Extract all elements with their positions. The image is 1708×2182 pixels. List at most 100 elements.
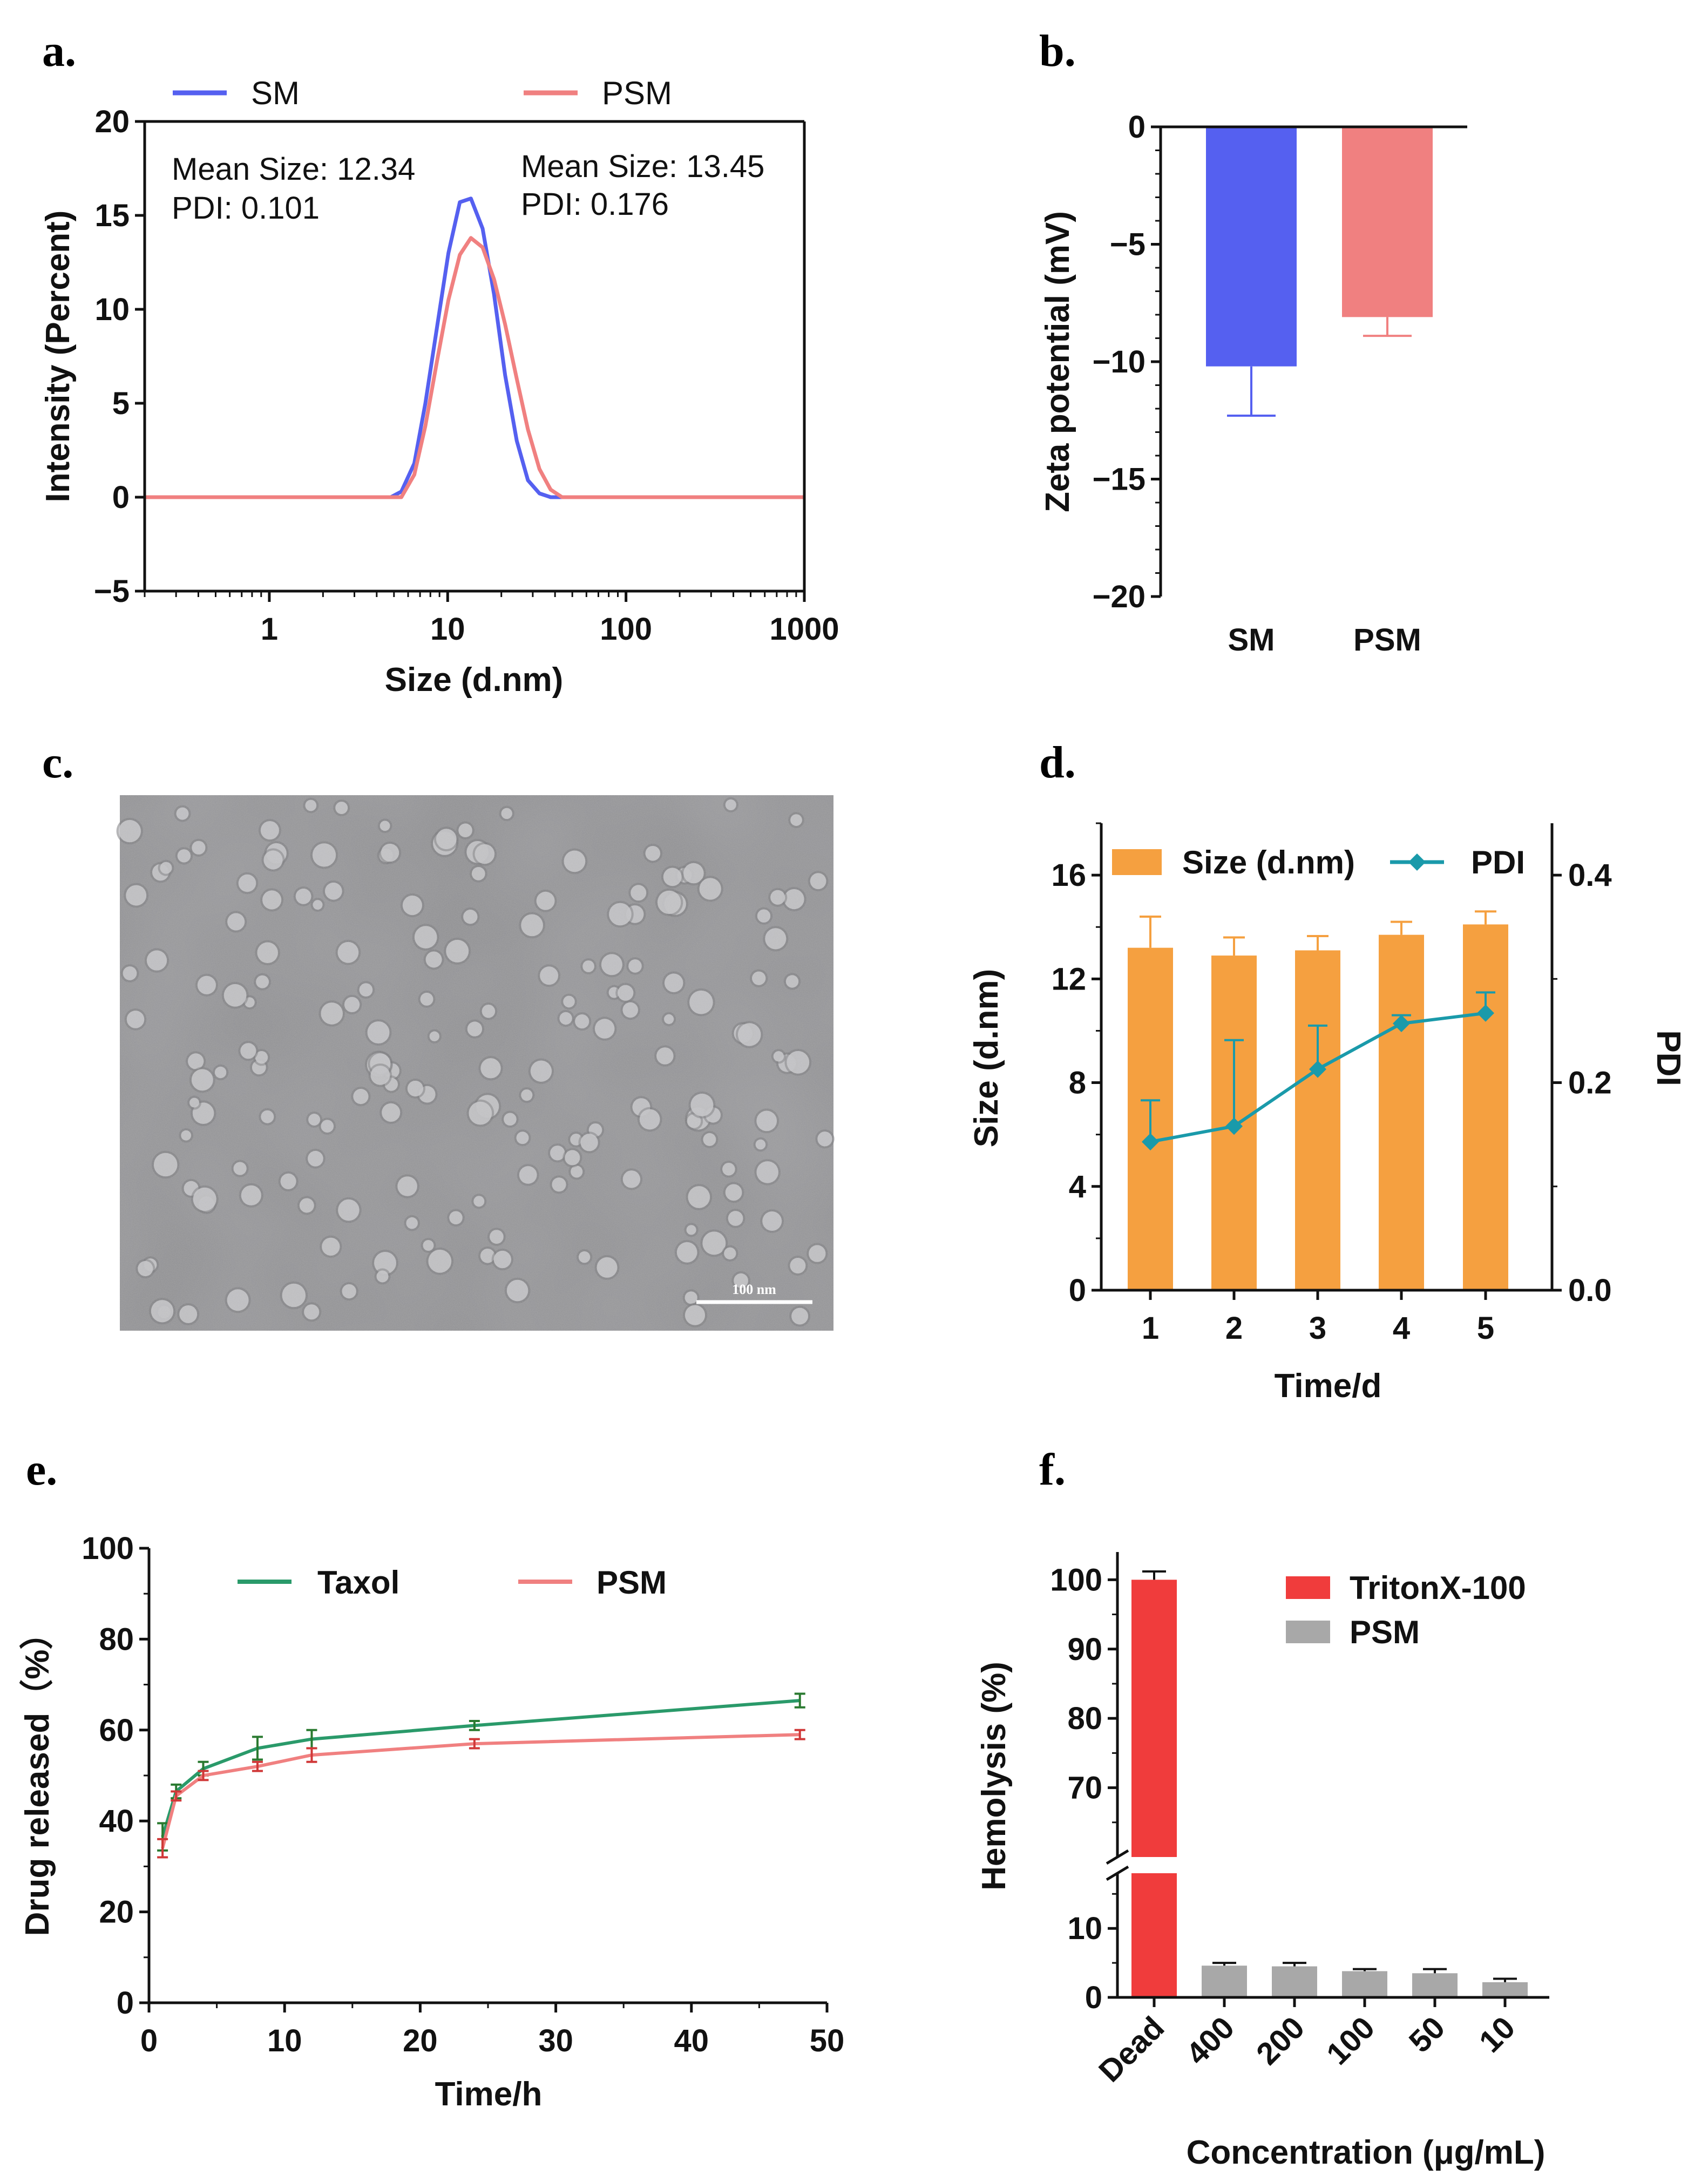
axis-break-mark-lower (1106, 1865, 1129, 1881)
x-axis-labels-f: Dead 400 200 100 50 10 (1092, 1997, 1522, 2089)
x-tick-label-f: 400 (1180, 2010, 1241, 2071)
legend-label-taxol: Taxol (317, 1564, 399, 1601)
y-axis-title-f: Hemolysis (%) (975, 1662, 1013, 1890)
pdi-point-day-4 (1393, 1014, 1410, 1032)
x-tick-label-f: 200 (1250, 2010, 1311, 2071)
legend-a: SM PSM (173, 75, 672, 111)
x-tick-label-d: 2 (1225, 1311, 1243, 1346)
bars-d (1128, 910, 1508, 1290)
y2-axis-ticks-d: 0.0 0.2 0.4 (1552, 858, 1612, 1308)
bar-dead-lower-segment (1131, 1873, 1177, 1997)
y-axis-ticks-b: −20 −15 −10 −5 0 (1093, 110, 1161, 614)
y-tick-label-a: −5 (94, 574, 130, 609)
annotation-sm-mean-size: Mean Size: 12.34 (172, 152, 415, 187)
legend-label-psm-e: PSM (597, 1564, 667, 1601)
y-tick-label-a: 15 (94, 198, 130, 233)
bars-f (1131, 1570, 1528, 1997)
x-tick-label-f: 50 (1402, 2010, 1452, 2059)
legend-swatch-pdi-marker (1408, 853, 1426, 871)
bar-dead-upper-segment (1131, 1580, 1177, 1857)
annotations-a: Mean Size: 12.34 PDI: 0.101 Mean Size: 1… (172, 149, 764, 226)
y-tick-label-e: 20 (99, 1895, 134, 1930)
panel-e: e. Taxol PSM 0 20 40 60 80 100 0 10 20 30 40 50 Ti… (18, 1445, 844, 2113)
legend-swatch-size (1112, 849, 1162, 875)
tem-micrograph: 100 nm (116, 795, 835, 1331)
y-tick-label-f: 100 (1050, 1562, 1102, 1597)
legend-swatch-triton (1286, 1576, 1330, 1599)
y-tick-label-b: 0 (1128, 110, 1146, 145)
y-tick-label-e: 60 (99, 1713, 134, 1748)
pdi-line-d (1141, 991, 1495, 1151)
x-tick-label-d: 5 (1477, 1311, 1494, 1346)
panel-label-a: a. (42, 26, 76, 76)
x-tick-label-f: 100 (1320, 2010, 1381, 2071)
bar-psm-100 (1342, 1971, 1387, 1997)
x-tick-label-e: 0 (140, 2023, 158, 2058)
panel-c: c. 100 nm (42, 737, 835, 1331)
series-a (145, 196, 804, 499)
x-axis-ticks-d: 1 2 3 4 5 (1142, 1290, 1494, 1346)
x-tick-label-b: SM (1228, 622, 1275, 658)
bar-psm-10 (1482, 1982, 1528, 1997)
legend-d: Size (d.nm) PDI (1112, 844, 1525, 880)
panel-label-b: b. (1039, 26, 1076, 76)
y-tick-label-a: 20 (94, 104, 130, 139)
pdi-point-day-3 (1309, 1060, 1326, 1078)
bar-sm (1206, 127, 1297, 367)
panel-b: b. −20 −15 −10 −5 0 SM PSM Zeta potential (mV… (1039, 26, 1467, 658)
y-tick-label-d: 12 (1051, 961, 1086, 997)
x-tick-label-e: 30 (538, 2023, 573, 2058)
legend-label-psm: PSM (602, 75, 672, 111)
legend-label-triton: TritonX-100 (1350, 1570, 1526, 1606)
legend-swatch-psm-f (1286, 1621, 1330, 1643)
x-tick-label-e: 20 (403, 2023, 438, 2058)
y-axis-title-b: Zeta potential (mV) (1039, 211, 1076, 512)
panel-label-c: c. (42, 737, 73, 788)
x-tick-label-d: 3 (1309, 1311, 1326, 1346)
y-tick-label-f: 90 (1067, 1632, 1102, 1667)
y-tick-label-b: −5 (1110, 227, 1146, 262)
x-axis-labels-b: SM PSM (1228, 622, 1421, 658)
x-axis-title-f: Concentration (μg/mL) (1187, 2134, 1546, 2171)
y-tick-label-d: 16 (1051, 858, 1086, 893)
y-tick-label-e: 0 (117, 1986, 134, 2021)
micrograph-grain (120, 795, 833, 1331)
panel-label-e: e. (26, 1445, 57, 1495)
annotation-psm-pdi: PDI: 0.176 (521, 187, 669, 222)
x-tick-label-e: 40 (674, 2023, 709, 2058)
y-tick-label-d: 8 (1069, 1066, 1086, 1101)
y-axis-ticks-a: −5 0 5 10 15 20 (94, 104, 145, 609)
y-axis-title-d: Size (d.nm) (968, 969, 1005, 1148)
bars-b (1206, 127, 1433, 417)
legend-f: TritonX-100 PSM (1286, 1570, 1526, 1650)
y-tick-label-a: 5 (112, 386, 130, 421)
x-axis-ticks-a: 1 10 100 1000 (144, 591, 839, 647)
y-axis-ticks-e: 0 20 40 60 80 100 (82, 1531, 149, 2021)
annotation-psm-mean-size: Mean Size: 13.45 (521, 149, 764, 184)
legend-label-sm: SM (251, 75, 300, 111)
pdi-point-day-5 (1477, 1004, 1494, 1022)
y-tick-label-f: 0 (1085, 1980, 1102, 2015)
y-tick-label-f: 70 (1067, 1771, 1102, 1806)
x-tick-label-a: 1 (261, 612, 278, 647)
legend-label-pdi: PDI (1471, 844, 1525, 880)
y-tick-label-b: −20 (1093, 579, 1146, 614)
annotation-sm-pdi: PDI: 0.101 (172, 191, 320, 226)
series-line-sm (145, 196, 804, 499)
series-line-psm (145, 236, 804, 499)
series-e (157, 1692, 805, 1859)
pdi-point-day-2 (1225, 1117, 1243, 1135)
size-bar-day-3 (1295, 950, 1340, 1290)
y2-tick-label-d: 0.0 (1568, 1273, 1612, 1308)
y2-tick-label-d: 0.2 (1568, 1066, 1612, 1101)
x-axis-title-e: Time/h (435, 2076, 543, 2113)
y-tick-label-a: 0 (112, 480, 130, 515)
x-tick-label-b: PSM (1353, 622, 1421, 658)
y-tick-label-a: 10 (94, 292, 130, 327)
legend-label-psm-f: PSM (1350, 1614, 1420, 1650)
axis-break-mark-upper (1106, 1849, 1129, 1865)
y-axis-ticks-d: 0 4 8 12 16 (1051, 822, 1101, 1308)
y-tick-label-e: 80 (99, 1622, 134, 1657)
y-tick-label-b: −10 (1093, 344, 1146, 380)
